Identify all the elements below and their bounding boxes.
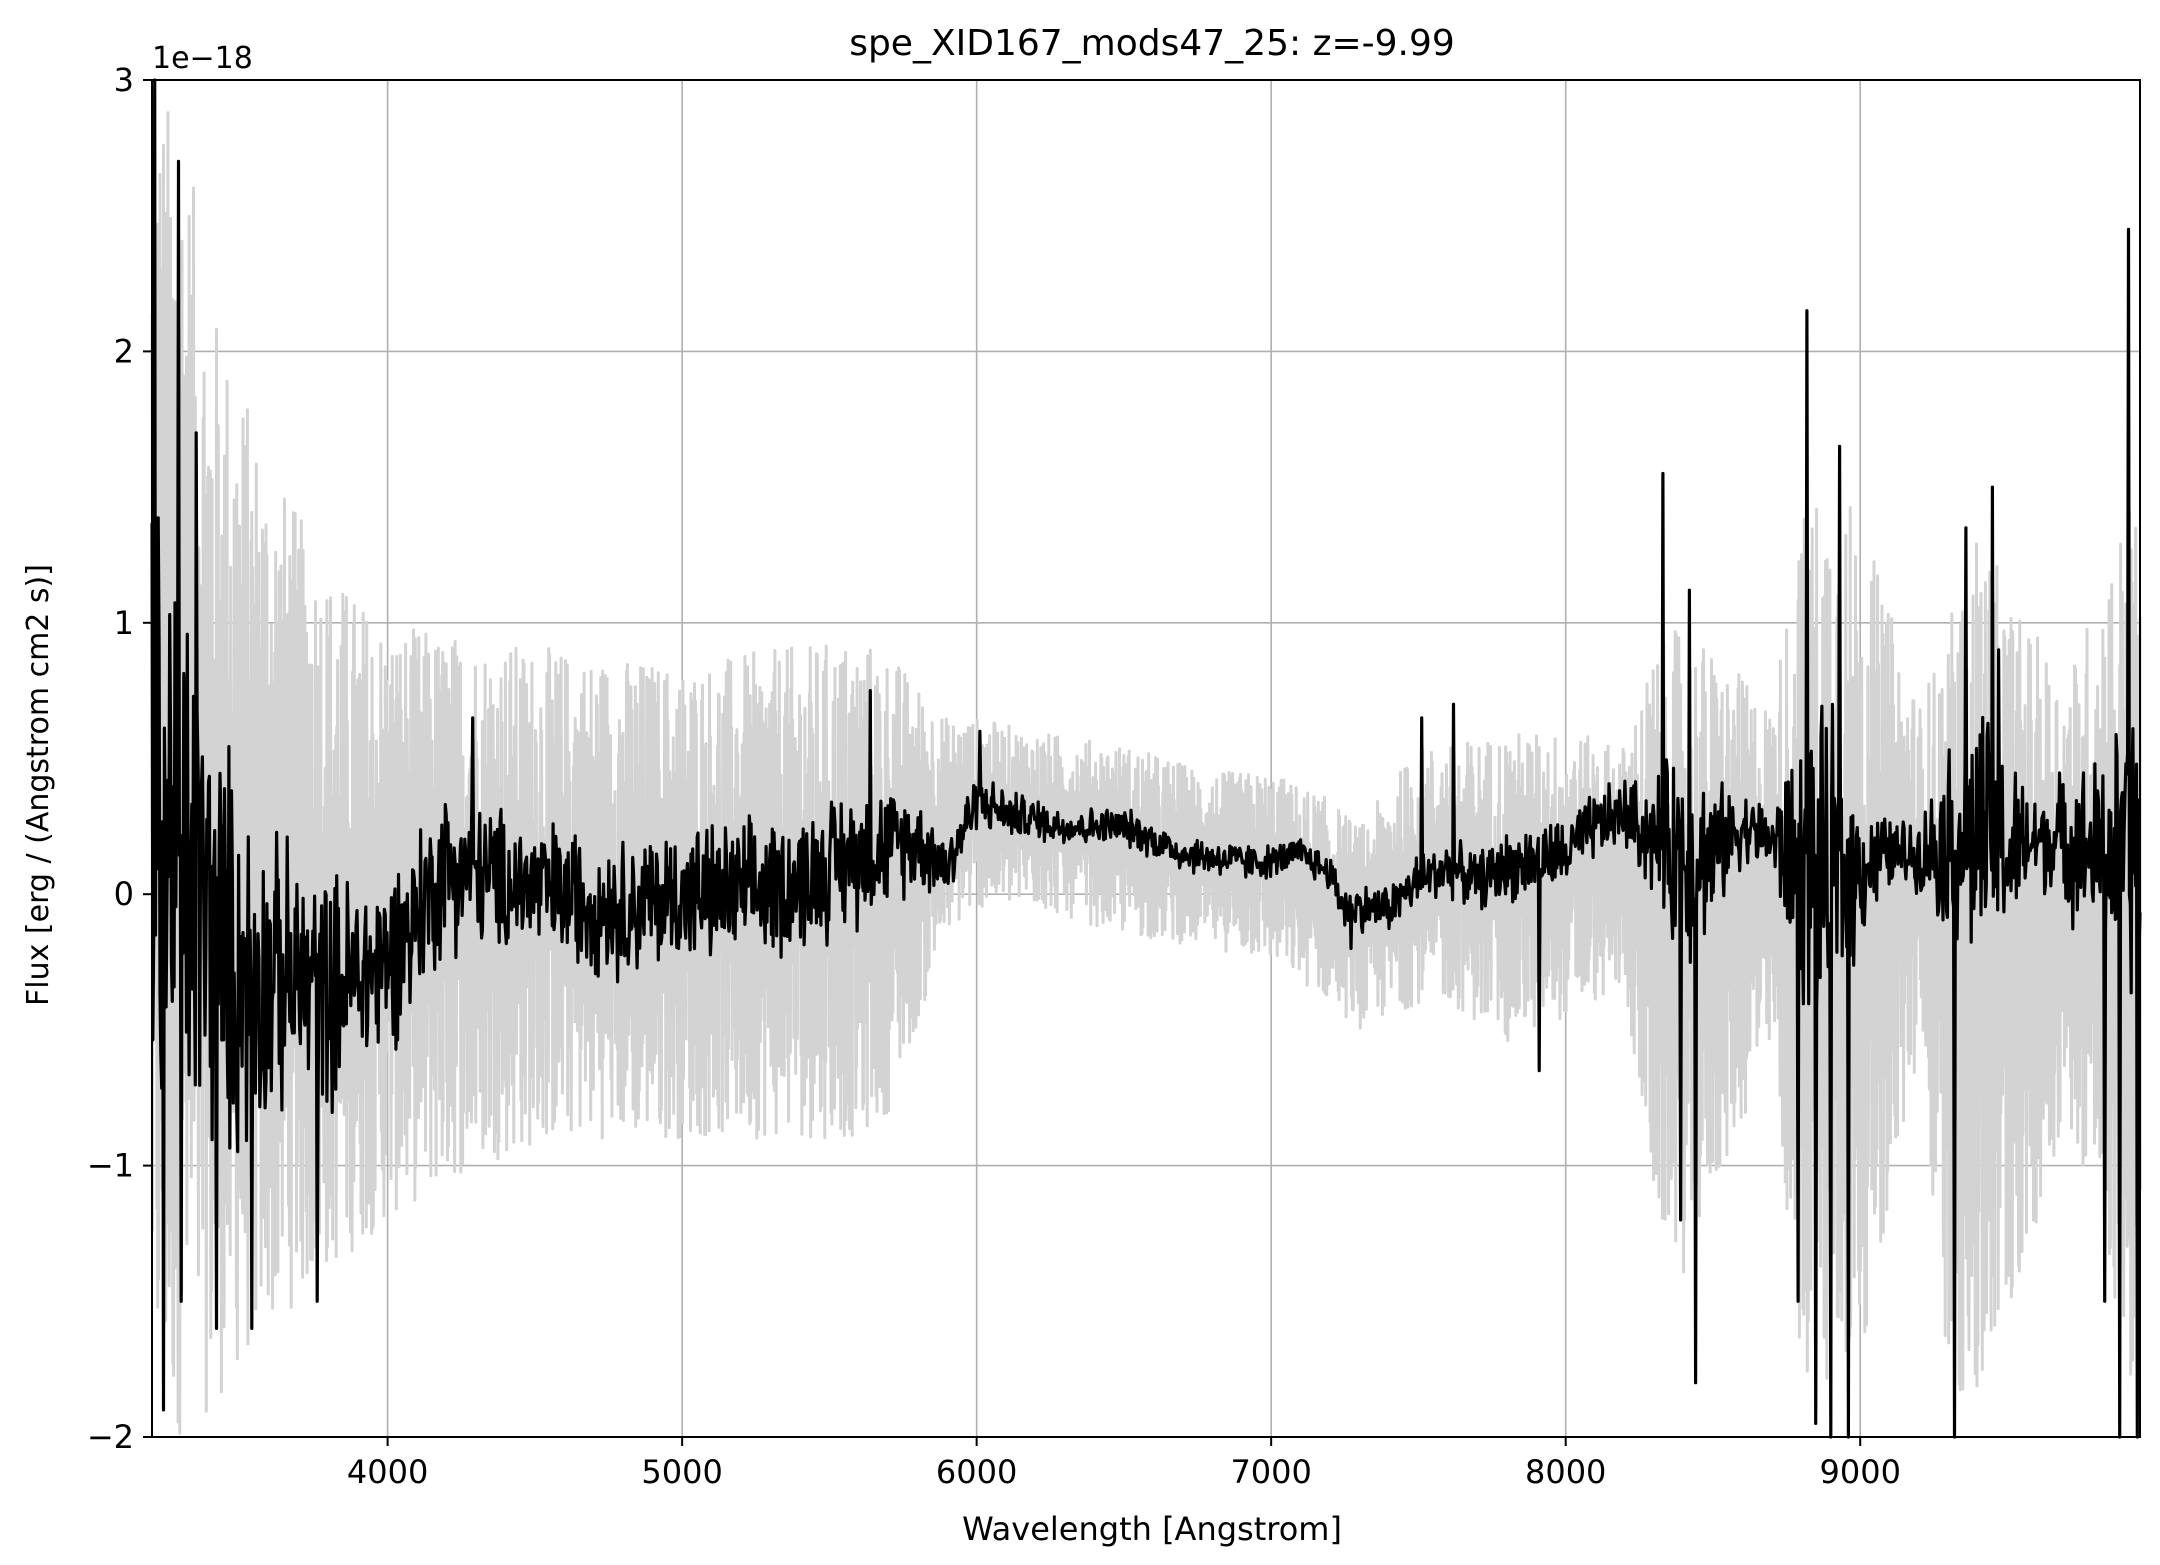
x-tick-label-6000: 6000 [936, 1453, 1017, 1491]
axis-ticks: 4000 5000 6000 7000 8000 9000 −2 −1 0 1 2 3 [87, 61, 1901, 1491]
chart-title: spe_XID167_mods47_25: z=-9.99 [849, 23, 1455, 64]
x-tick-label-7000: 7000 [1230, 1453, 1311, 1491]
y-tick-label-1: 1 [114, 604, 134, 642]
plot-frame [151, 79, 2141, 1438]
x-tick-label-4000: 4000 [347, 1453, 428, 1491]
y-tick-label-0: 0 [114, 875, 134, 913]
x-tick-label-9000: 9000 [1819, 1453, 1900, 1491]
flux-line-layer [150, 78, 2142, 1439]
uncertainty-band-layer [150, 111, 2142, 1435]
y-axis-label: Flux [erg / (Angstrom cm2 s)] [21, 564, 56, 1006]
y-tick-label--2: −2 [87, 1418, 134, 1456]
y-tick-label-2: 2 [114, 332, 134, 370]
x-tick-label-5000: 5000 [641, 1453, 722, 1491]
uncertainty-band [150, 111, 2142, 1435]
x-tick-label-8000: 8000 [1525, 1453, 1606, 1491]
y-tick-label--1: −1 [87, 1147, 134, 1185]
x-axis-label: Wavelength [Angstrom] [962, 1510, 1342, 1548]
flux-line [150, 78, 2142, 1439]
y-offset-label: 1e−18 [152, 41, 253, 76]
y-tick-label-3: 3 [114, 61, 134, 99]
